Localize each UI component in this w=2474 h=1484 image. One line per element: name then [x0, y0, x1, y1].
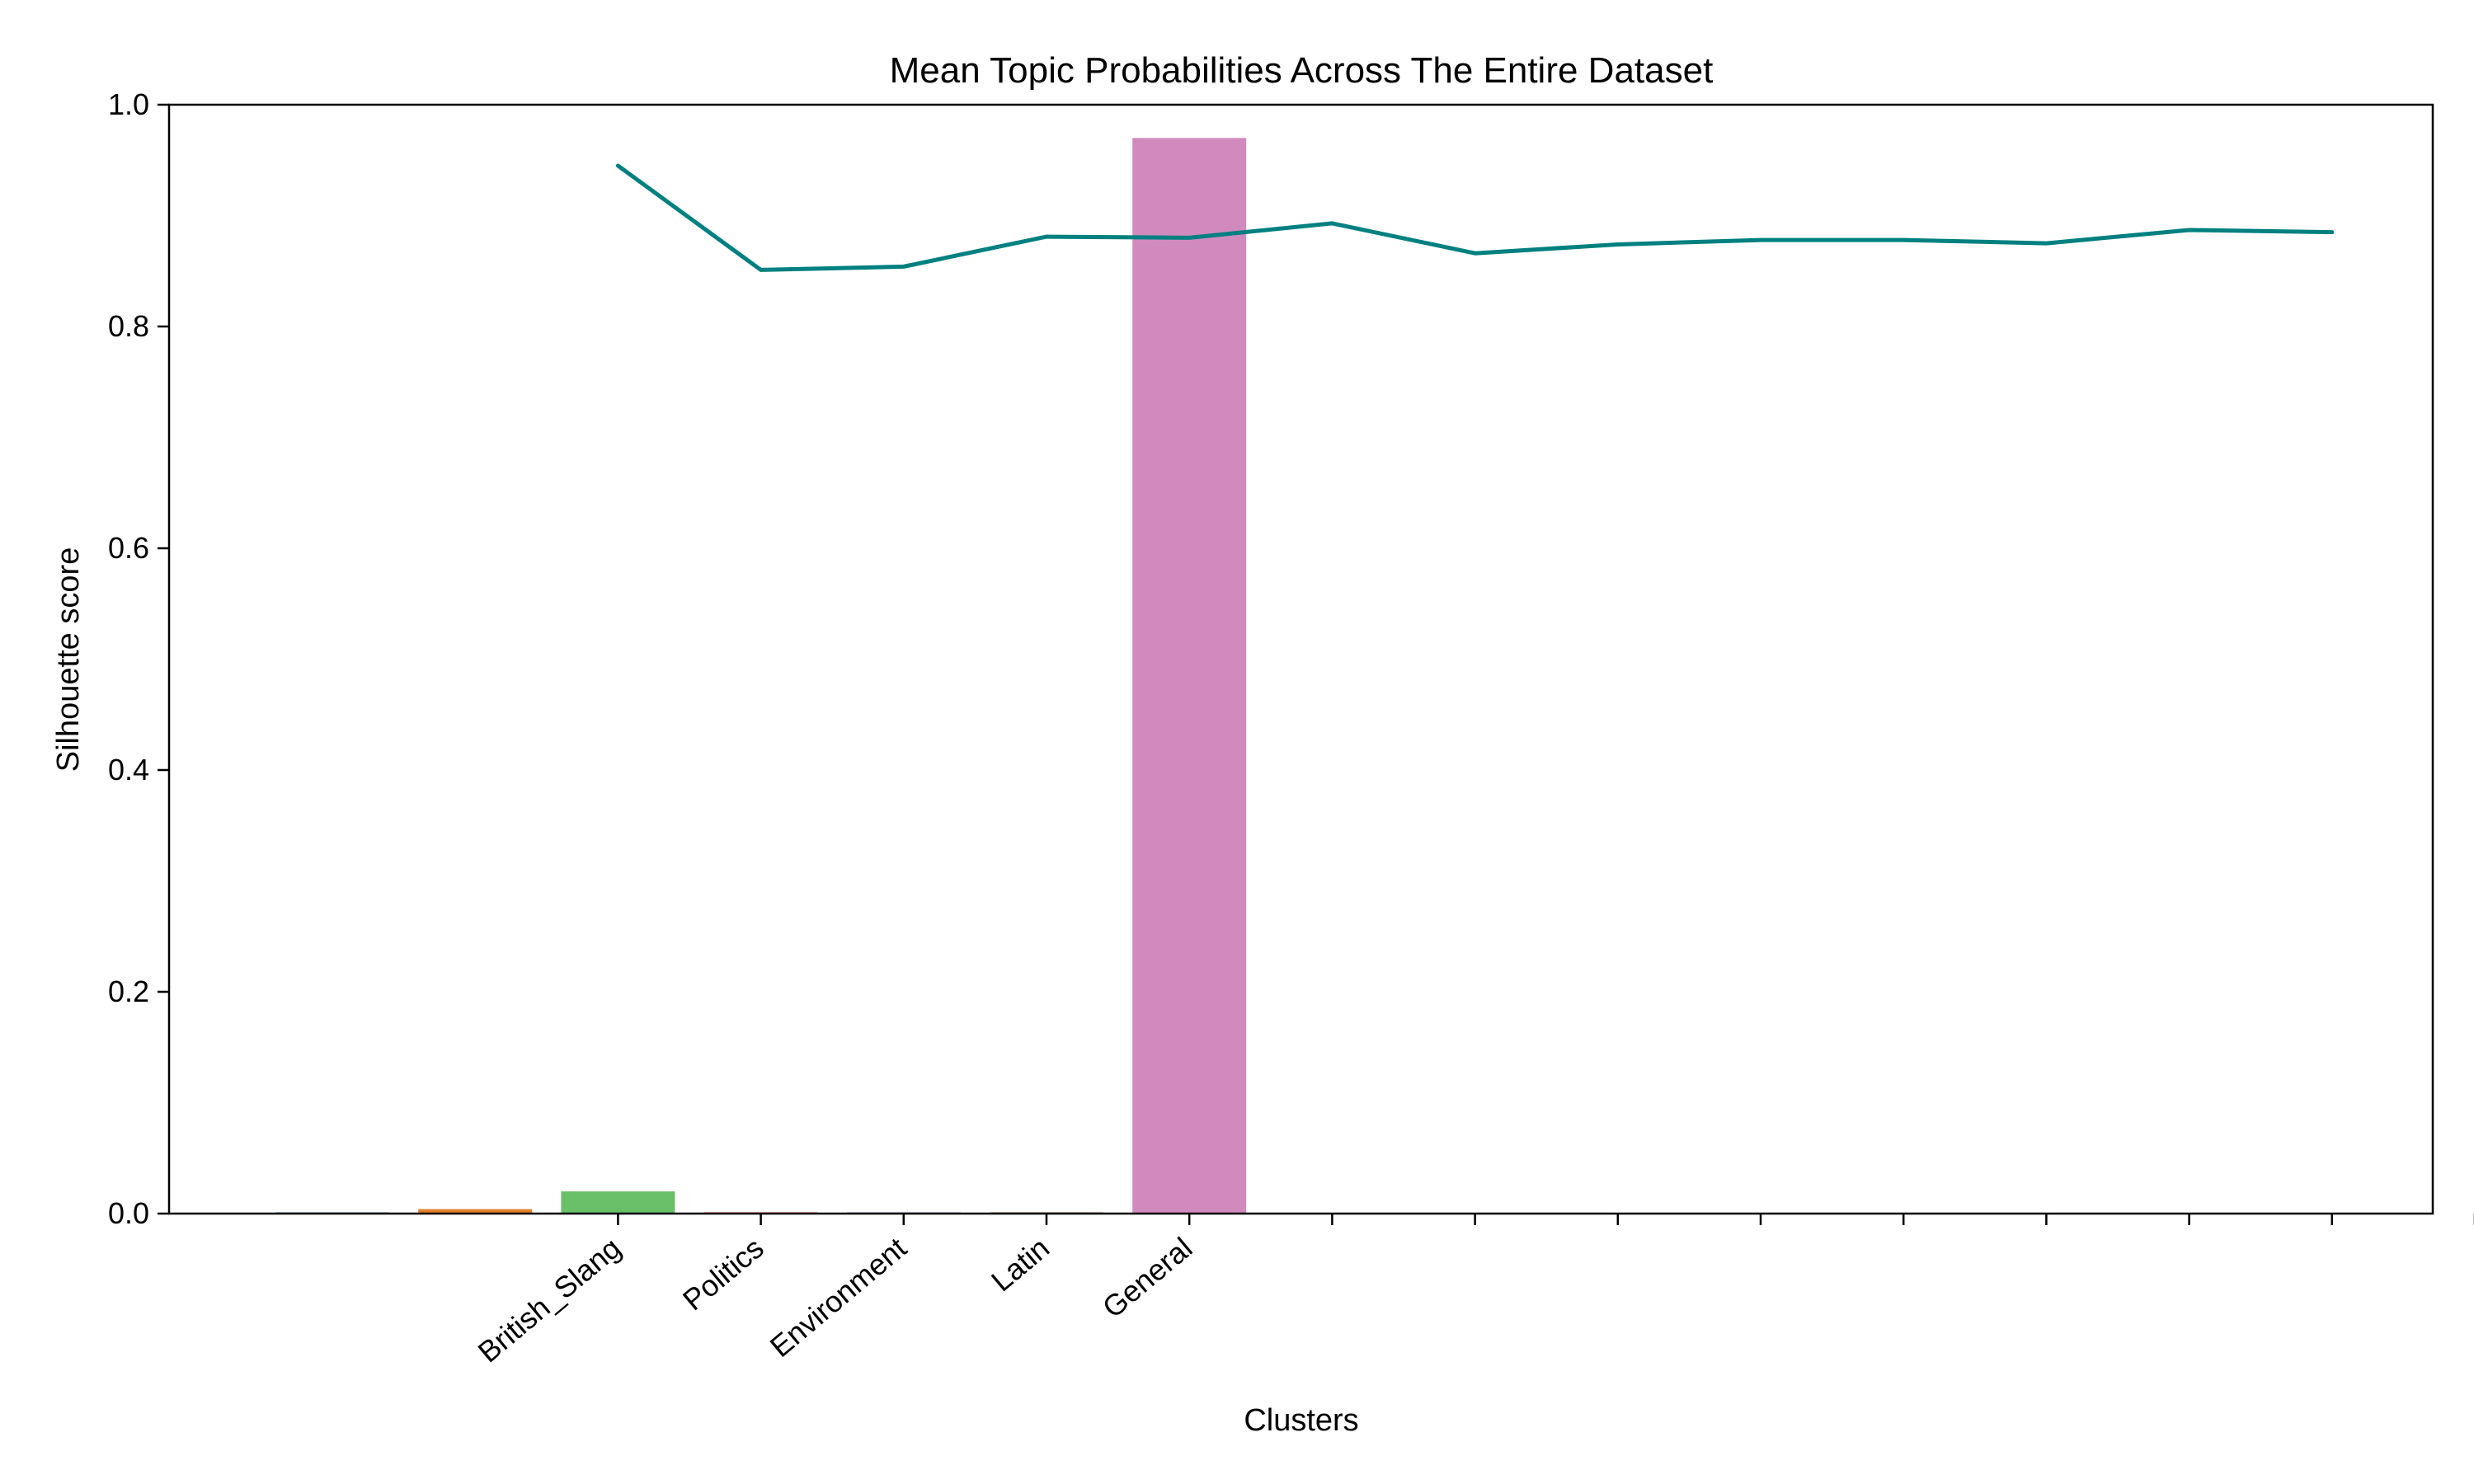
x-tick-label: General: [1096, 1231, 1198, 1325]
x-axis-label: Clusters: [1244, 1403, 1358, 1438]
y-tick-label: 0.8: [108, 309, 149, 343]
y-tick-label: 0.2: [108, 974, 149, 1008]
x-tick-label: Environment: [764, 1231, 913, 1364]
y-tick-label: 0.4: [108, 753, 149, 787]
x-tick-label: Latin: [985, 1231, 1056, 1298]
bars-group: [275, 138, 1247, 1214]
y-tick-label: 0.0: [108, 1196, 149, 1230]
y-axis-label: Silhouette score: [51, 547, 86, 773]
y-tick-label: 1.0: [108, 87, 149, 121]
x-tick-label: British_Slang: [472, 1231, 628, 1369]
plot-frame: [167, 103, 2434, 1215]
bar: [418, 1209, 533, 1214]
bar: [1132, 138, 1247, 1214]
chart-title: Mean Topic Probabilities Across The Enti…: [890, 50, 1714, 91]
line-series-group: [615, 163, 2335, 272]
line-series: [615, 163, 2335, 272]
y-tick-label: 0.6: [108, 531, 149, 565]
bar: [561, 1191, 675, 1214]
x-tick-label: Politics: [676, 1231, 770, 1317]
y-axis: 0.0 0.2 0.4 0.6 0.8 1.0: [108, 87, 169, 1230]
